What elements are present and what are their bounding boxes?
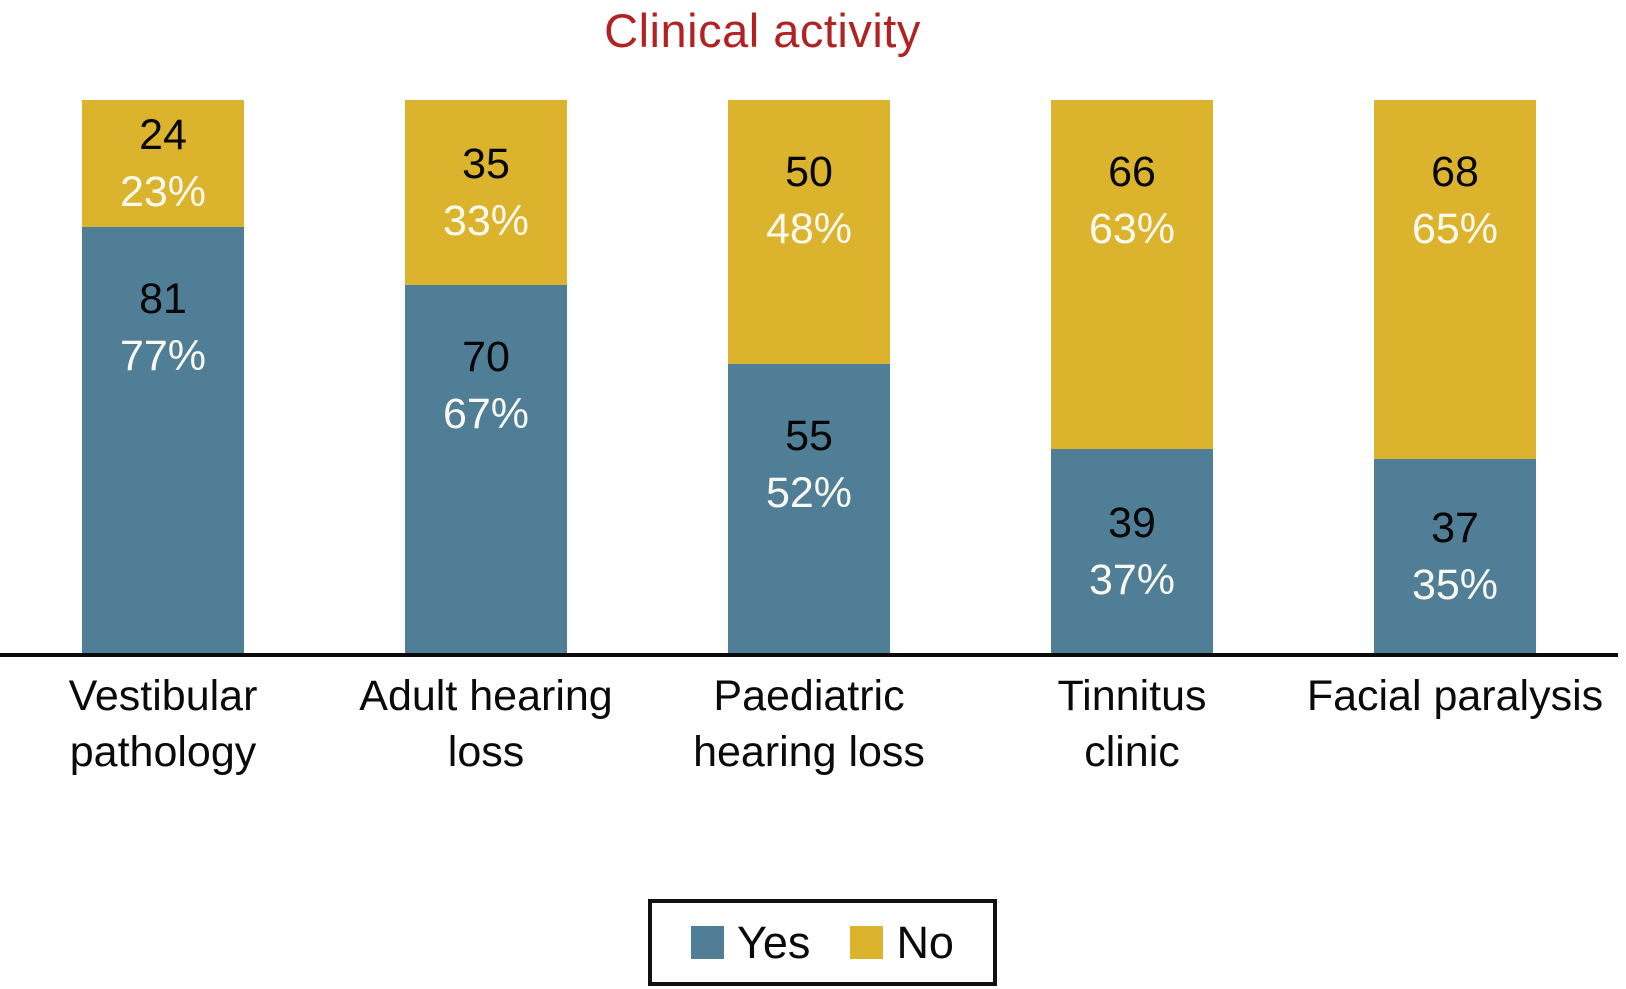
segment-label-group: 55 52%: [728, 408, 890, 522]
segment-count-label: 37: [1431, 504, 1479, 552]
segment-yes: 37 35%: [1374, 459, 1536, 655]
segment-no: 24 23%: [82, 100, 244, 227]
bar: 66 63% 39 37%: [1051, 100, 1213, 655]
segment-label-group: 37 35%: [1374, 500, 1536, 614]
category-label: Tinnitus clinic: [942, 668, 1322, 780]
segment-label-group: 81 77%: [82, 271, 244, 385]
segment-percent-label: 35%: [1411, 561, 1499, 609]
category-label: Vestibular pathology: [0, 668, 353, 780]
category-label-line: Paediatric: [713, 672, 905, 720]
segment-count-label: 81: [139, 275, 187, 323]
segment-percent-label: 48%: [765, 205, 853, 253]
segment-percent-label: 23%: [119, 167, 207, 216]
segment-no: 50 48%: [728, 100, 890, 364]
legend-label-yes: Yes: [737, 916, 811, 968]
category-label: Paediatric hearing loss: [619, 668, 999, 780]
segment-percent-label: 33%: [442, 196, 530, 245]
segment-label-group: 66 63%: [1051, 144, 1213, 258]
segment-count-label: 50: [785, 148, 833, 196]
legend-label-no: No: [896, 916, 954, 968]
bar: 50 48% 55 52%: [728, 100, 890, 655]
legend: Yes No: [648, 899, 997, 986]
segment-yes: 70 67%: [405, 285, 567, 655]
segment-label-group: 50 48%: [728, 144, 890, 258]
segment-count-label: 55: [785, 412, 833, 460]
category-label-line: Adult hearing: [359, 672, 613, 720]
segment-yes: 39 37%: [1051, 449, 1213, 655]
segment-count-label: 68: [1431, 148, 1479, 196]
segment-percent-label: 37%: [1088, 556, 1176, 604]
x-axis-line: [0, 653, 1618, 657]
segment-label-group: 39 37%: [1051, 495, 1213, 609]
segment-percent-label: 67%: [442, 390, 530, 438]
category-label: Facial paralysis: [1265, 668, 1626, 724]
segment-percent-label: 52%: [765, 469, 853, 517]
segment-percent-label: 77%: [119, 332, 207, 380]
segment-label-group: 24 23%: [82, 107, 244, 221]
category-label-line: pathology: [69, 728, 257, 776]
chart-title: Clinical activity: [604, 4, 921, 57]
legend-swatch-yes: [691, 926, 725, 959]
segment-percent-label: 63%: [1088, 205, 1176, 253]
segment-count-label: 66: [1108, 148, 1156, 196]
segment-no: 66 63%: [1051, 100, 1213, 449]
segment-yes: 55 52%: [728, 364, 890, 655]
segment-no: 68 65%: [1374, 100, 1536, 459]
category-label-line: loss: [447, 728, 525, 776]
segment-label-group: 70 67%: [405, 329, 567, 443]
bar: 68 65% 37 35%: [1374, 100, 1536, 655]
segment-count-label: 39: [1108, 499, 1156, 547]
segment-count-label: 70: [462, 333, 510, 381]
segment-percent-label: 65%: [1411, 205, 1499, 253]
category-label-line: clinic: [1084, 728, 1180, 776]
segment-no: 35 33%: [405, 100, 567, 285]
category-label-line: Vestibular: [68, 672, 258, 720]
category-label-line: Facial paralysis: [1306, 672, 1604, 720]
category-label: Adult hearing loss: [296, 668, 676, 780]
bar: 24 23% 81 77%: [82, 100, 244, 655]
segment-count-label: 35: [462, 139, 510, 188]
segment-label-group: 68 65%: [1374, 144, 1536, 258]
legend-swatch-no: [850, 926, 884, 959]
bar: 35 33% 70 67%: [405, 100, 567, 655]
segment-yes: 81 77%: [82, 227, 244, 655]
segment-label-group: 35 33%: [405, 136, 567, 250]
category-label-line: hearing loss: [693, 728, 925, 776]
segment-count-label: 24: [139, 110, 187, 159]
category-label-line: Tinnitus: [1057, 672, 1207, 720]
